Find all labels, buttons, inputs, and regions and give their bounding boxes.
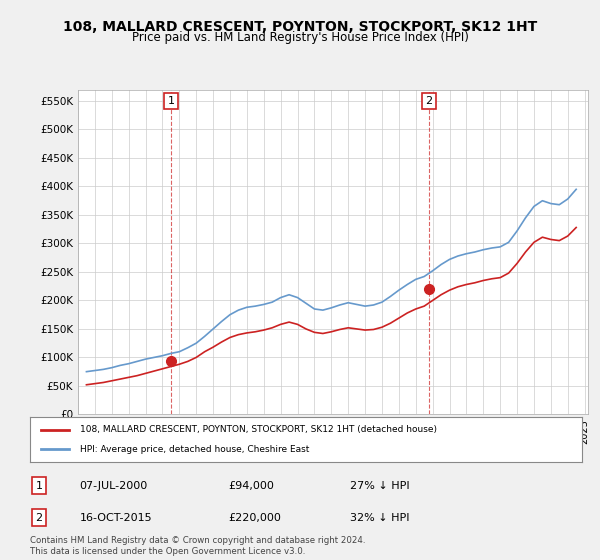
Text: 2: 2 [425,96,433,106]
Text: £94,000: £94,000 [229,480,275,491]
Text: 108, MALLARD CRESCENT, POYNTON, STOCKPORT, SK12 1HT: 108, MALLARD CRESCENT, POYNTON, STOCKPOR… [63,20,537,34]
Text: HPI: Average price, detached house, Cheshire East: HPI: Average price, detached house, Ches… [80,445,309,454]
Text: 32% ↓ HPI: 32% ↓ HPI [350,513,410,523]
Text: 1: 1 [168,96,175,106]
Text: £220,000: £220,000 [229,513,281,523]
Text: 1: 1 [35,480,43,491]
Text: Contains HM Land Registry data © Crown copyright and database right 2024.
This d: Contains HM Land Registry data © Crown c… [30,536,365,556]
Text: 27% ↓ HPI: 27% ↓ HPI [350,480,410,491]
Text: 16-OCT-2015: 16-OCT-2015 [80,513,152,523]
Text: 2: 2 [35,513,43,523]
Text: 07-JUL-2000: 07-JUL-2000 [80,480,148,491]
Text: Price paid vs. HM Land Registry's House Price Index (HPI): Price paid vs. HM Land Registry's House … [131,31,469,44]
Text: 108, MALLARD CRESCENT, POYNTON, STOCKPORT, SK12 1HT (detached house): 108, MALLARD CRESCENT, POYNTON, STOCKPOR… [80,425,437,434]
